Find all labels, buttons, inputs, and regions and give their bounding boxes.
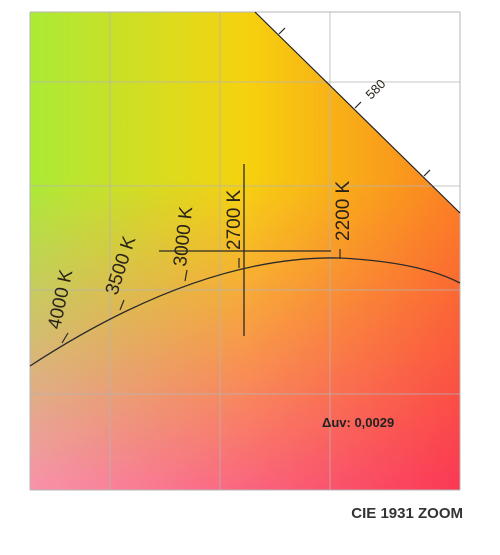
diagram-caption: CIE 1931 ZOOM — [351, 505, 463, 522]
duv-readout: Δuv: 0,0029 — [322, 415, 394, 430]
locus-tick — [278, 27, 286, 35]
isotherm-tick-4000 — [61, 332, 69, 344]
cct-label-2200: 2200 K — [333, 180, 354, 241]
isotherm-tick-3500 — [119, 299, 125, 311]
locus-tick — [354, 101, 362, 109]
wavelength-label-580: 580 — [363, 76, 389, 102]
isotherm-tick-3000 — [184, 269, 188, 282]
planckian-locus — [29, 257, 461, 367]
spectral-locus-edge — [254, 11, 461, 214]
cct-label-2700: 2700 K — [224, 189, 245, 250]
locus-tick — [423, 169, 431, 177]
